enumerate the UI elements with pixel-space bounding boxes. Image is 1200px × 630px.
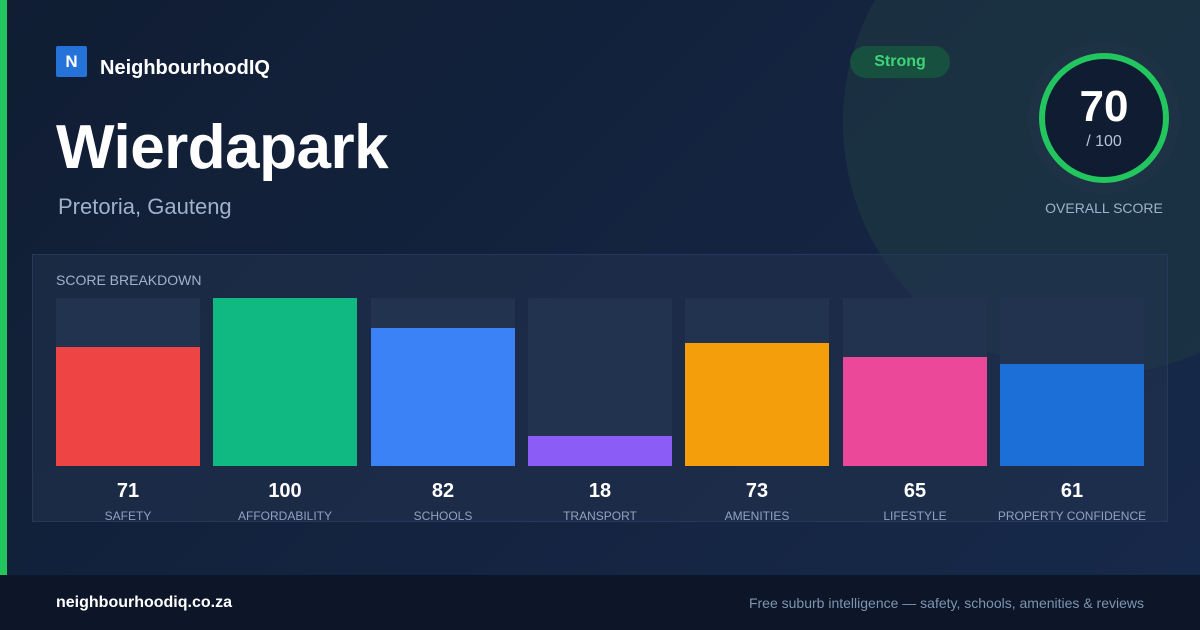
bar-fill <box>528 436 672 466</box>
bar-track <box>685 298 829 466</box>
overall-score-caption: OVERALL SCORE <box>1045 200 1163 216</box>
bar-value: 71 <box>116 480 140 502</box>
bar-label: TRANSPORT <box>563 509 637 523</box>
overall-score-ring: 70 / 100 <box>1028 42 1180 194</box>
overall-score-value: 70 <box>1079 82 1129 131</box>
bar-fill <box>56 347 200 466</box>
bar-track <box>213 298 357 466</box>
overall-score-max: / 100 <box>1086 133 1122 150</box>
bar-track <box>528 298 672 466</box>
bar-fill <box>685 343 829 466</box>
bar-track <box>371 298 515 466</box>
bar-value: 82 <box>431 480 455 502</box>
rating-label: Strong <box>874 53 926 70</box>
logo-letter: N <box>65 51 78 71</box>
bar-label: PROPERTY CONFIDENCE <box>997 509 1147 523</box>
bar-label: AMENITIES <box>724 509 790 523</box>
bar-label: SAFETY <box>104 509 152 523</box>
rating-badge: Strong <box>850 46 950 78</box>
footer-domain: neighbourhoodiq.co.za <box>56 594 232 611</box>
bar-track <box>56 298 200 466</box>
bar-fill <box>371 328 515 466</box>
bar-label: SCHOOLS <box>413 509 473 523</box>
bar-fill <box>213 298 357 466</box>
bar-label: LIFESTYLE <box>883 509 947 523</box>
bar-value: 65 <box>903 480 927 502</box>
accent-stripe <box>0 0 7 575</box>
footer-tagline: Free suburb intelligence — safety, schoo… <box>748 595 1144 611</box>
bar-value: 61 <box>1060 480 1084 502</box>
bar-track <box>1000 298 1144 466</box>
suburb-location: Pretoria, Gauteng <box>58 194 232 219</box>
bar-fill <box>1000 364 1144 466</box>
brand-name: NeighbourhoodIQ <box>100 57 270 79</box>
bar-value: 100 <box>268 480 302 502</box>
logo-icon: N <box>56 46 87 77</box>
bar-value: 73 <box>745 480 769 502</box>
bar-label: AFFORDABILITY <box>237 509 332 523</box>
footer: neighbourhoodiq.co.za Free suburb intell… <box>0 575 1200 630</box>
bar-track <box>843 298 987 466</box>
score-ring-arc <box>1039 53 1169 183</box>
score-breakdown-title: SCORE BREAKDOWN <box>56 272 202 288</box>
score-ring-graphic <box>1028 42 1180 194</box>
bar-fill <box>843 357 987 466</box>
bar-value: 18 <box>588 480 612 502</box>
suburb-title: Wierdapark <box>56 113 389 182</box>
